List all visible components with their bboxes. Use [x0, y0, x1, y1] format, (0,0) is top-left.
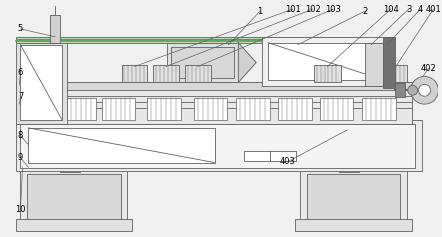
Bar [278, 98, 312, 120]
Circle shape [419, 84, 431, 96]
Bar [153, 64, 179, 82]
Bar [167, 43, 238, 82]
Bar [383, 37, 395, 88]
Bar [20, 124, 415, 168]
Bar [300, 168, 407, 227]
Text: 1: 1 [258, 7, 263, 16]
Bar [194, 98, 228, 120]
Bar [15, 82, 412, 90]
Bar [28, 128, 214, 163]
Bar [15, 41, 67, 124]
Bar [307, 174, 400, 220]
Bar [60, 158, 80, 173]
Bar [395, 83, 405, 97]
Bar [236, 98, 270, 120]
Text: 5: 5 [18, 24, 23, 33]
Text: 9: 9 [18, 153, 23, 162]
Polygon shape [238, 43, 256, 82]
Text: 7: 7 [18, 92, 23, 101]
Bar [15, 37, 367, 43]
Bar [102, 98, 135, 120]
Bar [339, 158, 359, 173]
Text: 2: 2 [362, 7, 368, 16]
Bar [23, 98, 56, 120]
Text: 104: 104 [383, 5, 399, 14]
Text: 402: 402 [421, 64, 436, 73]
Bar [314, 64, 341, 82]
Bar [147, 98, 181, 120]
Circle shape [408, 85, 418, 95]
Bar [20, 45, 62, 120]
Text: 8: 8 [18, 131, 23, 140]
Text: 102: 102 [305, 5, 320, 14]
Text: 4: 4 [418, 5, 423, 14]
Bar [27, 174, 121, 220]
Text: 10: 10 [15, 205, 26, 214]
Bar [320, 98, 353, 120]
Bar [15, 219, 133, 231]
Bar [185, 64, 211, 82]
Bar [244, 151, 296, 161]
Bar [295, 219, 412, 231]
Circle shape [411, 76, 438, 104]
Bar [62, 98, 96, 120]
Bar [262, 37, 391, 86]
Bar [268, 43, 385, 80]
Bar [15, 120, 422, 172]
Bar [50, 15, 60, 43]
Text: 3: 3 [406, 5, 412, 14]
Bar [365, 43, 383, 86]
Bar [385, 64, 407, 82]
Bar [171, 47, 234, 78]
Text: 401: 401 [426, 5, 441, 14]
Bar [122, 64, 147, 82]
Text: 101: 101 [285, 5, 301, 14]
Bar [20, 168, 127, 227]
Bar [362, 98, 396, 120]
Text: 6: 6 [18, 68, 23, 77]
Text: 103: 103 [325, 5, 341, 14]
Text: 403: 403 [280, 157, 296, 166]
Bar [15, 82, 412, 124]
